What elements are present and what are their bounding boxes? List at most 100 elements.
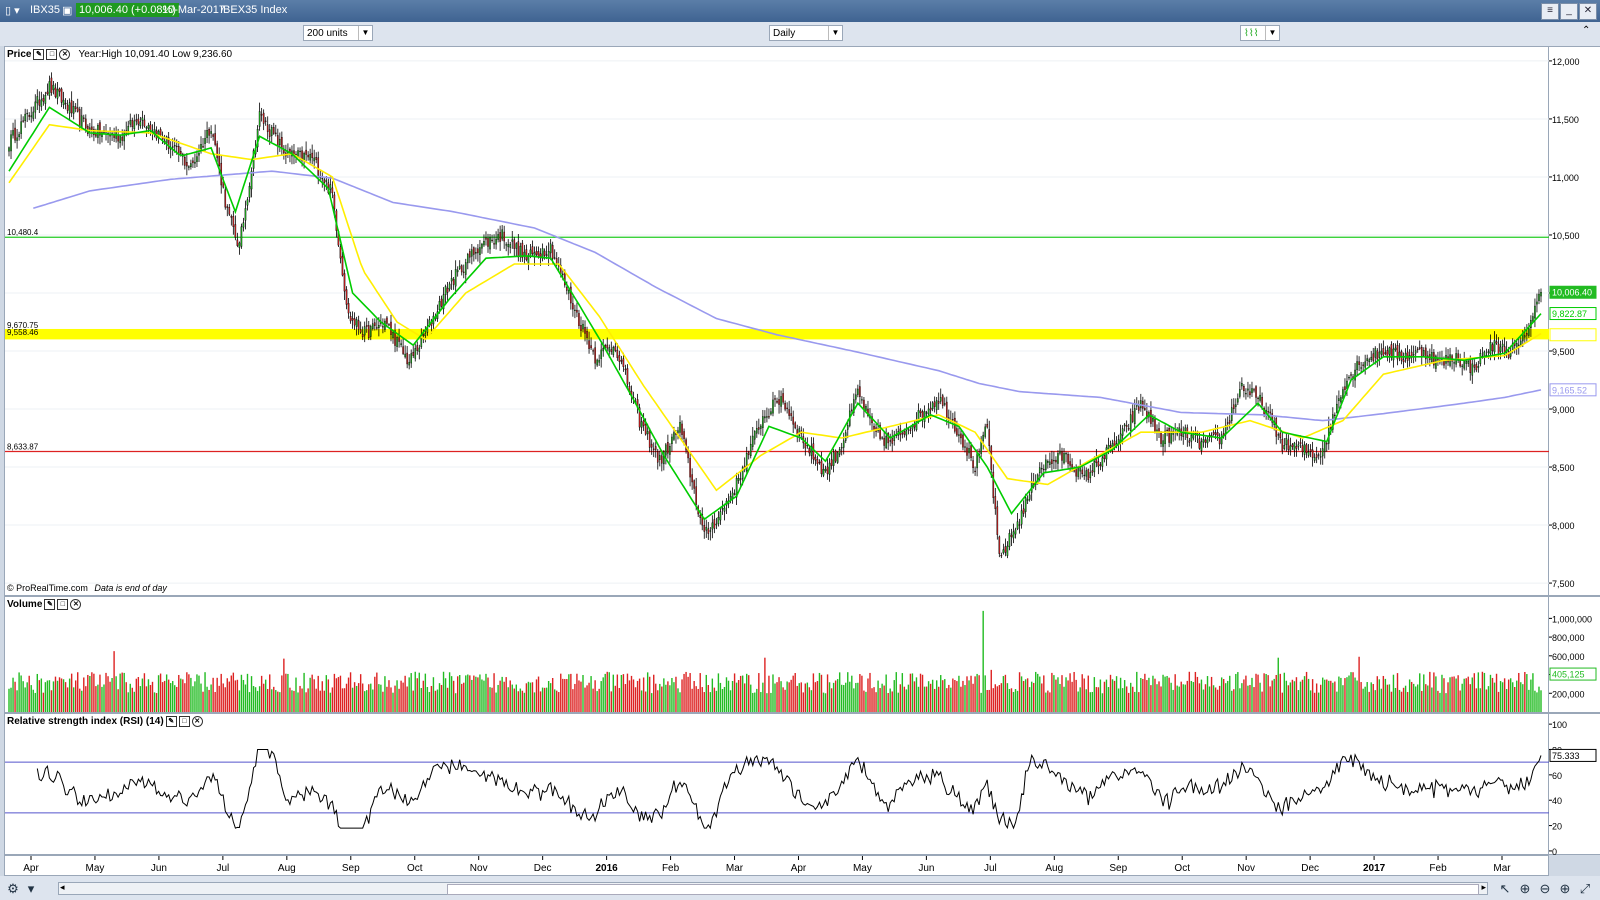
window-icon[interactable]: □ — [57, 599, 69, 610]
units-dropdown[interactable]: 200 units ▼ — [303, 25, 373, 41]
reset-zoom-icon[interactable]: ⤢ — [1579, 881, 1591, 896]
chart-type-button[interactable]: ⌇⌇⌇ ▼ — [1240, 25, 1280, 41]
volume-bar — [1176, 685, 1178, 712]
candle — [1226, 422, 1229, 424]
candle — [192, 160, 194, 163]
candle — [818, 461, 821, 464]
date-axis[interactable]: Apr May Jun Jul Aug Sep Oct Nov Dec 2016 Feb Mar Apr… — [4, 855, 1549, 876]
volume-bar — [984, 675, 986, 712]
price-pane[interactable]: Price ✎ □ ✕ Year:High 10,091.40 Low 9,23… — [4, 46, 1550, 596]
volume-bar — [465, 675, 467, 712]
volume-bar — [646, 672, 649, 712]
menu-icon[interactable]: ≡ — [1541, 3, 1559, 20]
candle — [658, 455, 661, 460]
candle — [1378, 351, 1381, 358]
price-axis[interactable]: 7,5008,0008,5009,0009,50010,00010,50011,… — [1549, 46, 1600, 596]
chart-settings-icon[interactable]: ⚙ — [7, 881, 19, 896]
volume-bar — [1000, 683, 1003, 712]
volume-pane[interactable]: Volume ✎ □ ✕ — [4, 596, 1549, 713]
volume-bar — [881, 683, 883, 712]
wrench-icon[interactable]: ✎ — [33, 49, 45, 60]
candle — [945, 401, 948, 419]
volume-bar — [1142, 678, 1144, 712]
volume-bar — [248, 692, 251, 712]
volume-bar — [163, 680, 166, 712]
year-high-low: Year:High 10,091.40 Low 9,236.60 — [78, 49, 233, 60]
candle — [656, 451, 659, 463]
candle — [1188, 440, 1191, 443]
close-icon[interactable]: ✕ — [1579, 3, 1597, 20]
volume-bar — [1315, 683, 1318, 712]
scroll-thumb[interactable] — [447, 884, 1479, 895]
cursor-icon[interactable]: ↖ — [1499, 881, 1511, 896]
candle — [24, 113, 26, 122]
minimize-icon[interactable]: _ — [1560, 3, 1578, 20]
rsi-pane[interactable]: Relative strength index (RSI) (14) ✎ □ ✕ — [4, 713, 1550, 855]
candle — [699, 514, 702, 518]
volume-bar — [1297, 690, 1300, 712]
candle — [1243, 385, 1245, 392]
info-icon[interactable]: ▣ — [62, 5, 73, 17]
window-icon[interactable]: □ — [178, 716, 190, 727]
candle — [80, 115, 83, 128]
volume-bar — [517, 691, 520, 712]
candle — [232, 216, 235, 227]
volume-bar — [188, 674, 190, 712]
candle — [689, 458, 691, 478]
volume-bar — [309, 677, 311, 712]
close-icon[interactable]: ✕ — [59, 49, 71, 60]
zoom-box-icon[interactable]: ⊕ — [1519, 881, 1531, 896]
volume-bar — [275, 690, 277, 712]
volume-bar — [539, 691, 542, 712]
zoom-in-icon[interactable]: ⊕ — [1559, 881, 1571, 896]
scroll-right-icon[interactable]: ▸ — [1481, 882, 1486, 892]
volume-bar — [99, 674, 101, 712]
volume-bar — [620, 674, 623, 712]
window-icon[interactable]: ▯ ▾ — [5, 5, 20, 17]
candle — [218, 155, 220, 167]
chevron-up-icon[interactable]: ⌃ — [1582, 25, 1591, 36]
zoom-out-icon[interactable]: ⊖ — [1539, 881, 1551, 896]
rsi-axis[interactable]: 02040608010075.333 — [1549, 713, 1600, 856]
horizontal-scrollbar[interactable]: ◂ ▸ — [58, 882, 1488, 895]
volume-bar — [948, 684, 950, 712]
chevron-down-icon: ▼ — [1265, 26, 1279, 40]
candle — [1489, 342, 1492, 355]
volume-bar — [711, 678, 714, 712]
candle — [1463, 359, 1465, 369]
scroll-left-icon[interactable]: ◂ — [60, 882, 65, 892]
volume-tick-label: 800,000 — [1552, 633, 1585, 643]
volume-bar — [479, 674, 481, 712]
candle — [1394, 347, 1397, 351]
volume-bar — [869, 672, 871, 712]
wrench-icon[interactable]: ✎ — [165, 716, 177, 727]
period-dropdown[interactable]: Daily ▼ — [769, 25, 843, 41]
candle — [507, 244, 510, 248]
rsi-last-box — [1549, 748, 1597, 762]
volume-bar — [428, 691, 431, 712]
candle — [462, 271, 465, 273]
window-icon[interactable]: □ — [46, 49, 58, 60]
volume-bar — [1269, 686, 1271, 712]
volume-bar — [1307, 678, 1310, 712]
candle — [824, 468, 827, 472]
volume-bar — [1154, 678, 1156, 712]
window-list-icon[interactable]: ▾ — [27, 881, 35, 896]
candle — [297, 150, 299, 157]
candle — [1467, 360, 1470, 364]
volume-bar — [1216, 689, 1219, 712]
candle — [250, 170, 253, 190]
close-icon[interactable]: ✕ — [191, 716, 203, 727]
close-icon[interactable]: ✕ — [70, 599, 82, 610]
volume-bar — [1030, 681, 1033, 712]
wrench-icon[interactable]: ✎ — [44, 599, 56, 610]
volume-bar — [1366, 682, 1368, 712]
volume-bar — [549, 683, 552, 712]
candle — [596, 359, 598, 366]
volume-axis[interactable]: 200,000400,000600,000800,0001,000,000405… — [1549, 596, 1600, 713]
candle — [929, 407, 932, 411]
volume-bar — [709, 692, 712, 712]
candle — [1216, 432, 1219, 437]
candle — [505, 244, 507, 246]
candle — [517, 241, 520, 258]
